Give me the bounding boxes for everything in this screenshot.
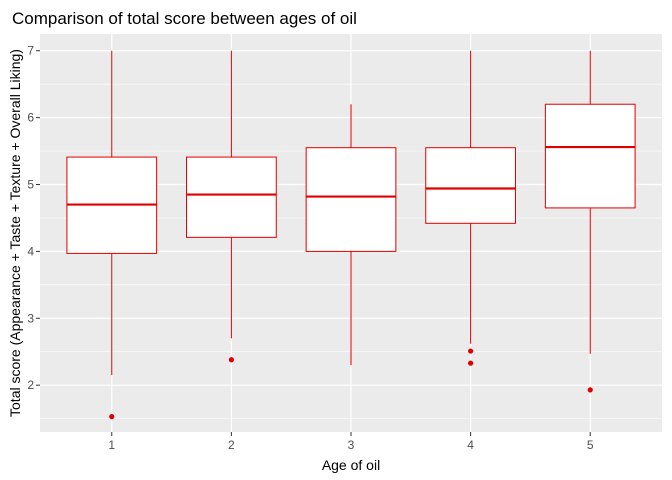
outlier-point [468,348,474,354]
x-axis-title: Age of oil [322,457,380,473]
box-iqr [186,156,277,238]
x-tick-label: 5 [587,438,594,452]
box-group [305,104,397,366]
box-iqr [544,103,636,209]
y-tick-label: 4 [27,244,34,258]
y-axis-ticks: 2 3 4 5 6 7 [27,44,40,392]
y-tick-label: 7 [27,44,34,58]
box-group [66,50,158,420]
box-series [66,50,636,420]
y-tick-label: 3 [27,311,34,325]
y-tick-label: 5 [27,178,34,192]
outlier-point [109,414,115,420]
x-tick-label: 3 [348,438,355,452]
x-tick-label: 2 [228,438,235,452]
y-tick-label: 2 [27,378,34,392]
y-axis-title: Total score (Appearance + Taste + Textur… [7,49,23,417]
x-axis-ticks: 1 2 3 4 5 [108,432,594,452]
box-group [425,50,516,366]
chart-title: Comparison of total score between ages o… [12,9,357,28]
x-tick-label: 4 [467,438,474,452]
outlier-point [228,357,234,363]
y-tick-label: 6 [27,111,34,125]
outlier-point [468,360,474,366]
box-group [544,50,636,393]
outlier-point [587,387,593,393]
box-iqr [305,147,397,252]
x-tick-label: 1 [108,438,115,452]
box-iqr [425,147,516,224]
box-group [186,50,277,363]
